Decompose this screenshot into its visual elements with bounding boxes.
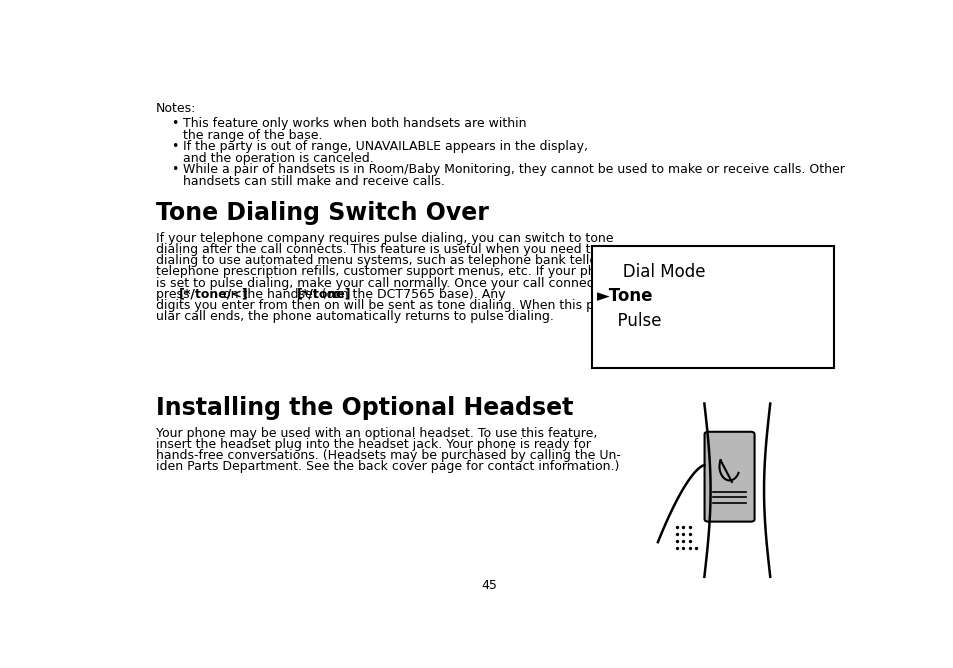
Text: Pulse: Pulse	[607, 312, 661, 330]
Text: Notes:: Notes:	[155, 102, 196, 115]
Text: ular call ends, the phone automatically returns to pulse dialing.: ular call ends, the phone automatically …	[155, 310, 553, 323]
Text: on the handset (or: on the handset (or	[219, 288, 343, 301]
Text: If the party is out of range, UNAVAILABLE appears in the display,: If the party is out of range, UNAVAILABL…	[183, 140, 587, 153]
Text: 45: 45	[480, 579, 497, 592]
Text: Tone Dialing Switch Over: Tone Dialing Switch Over	[155, 201, 488, 225]
Text: and the operation is canceled.: and the operation is canceled.	[183, 152, 374, 165]
Text: the range of the base.: the range of the base.	[183, 129, 322, 142]
Text: digits you enter from then on will be sent as tone dialing. When this partic-: digits you enter from then on will be se…	[155, 299, 626, 312]
Text: •: •	[171, 117, 178, 130]
FancyBboxPatch shape	[592, 246, 833, 368]
Text: insert the headset plug into the headset jack. Your phone is ready for: insert the headset plug into the headset…	[155, 438, 590, 451]
Text: This feature only works when both handsets are within: This feature only works when both handse…	[183, 117, 526, 130]
Text: dialing after the call connects. This feature is useful when you need tone: dialing after the call connects. This fe…	[155, 243, 613, 256]
Text: is set to pulse dialing, make your call normally. Once your call connects,: is set to pulse dialing, make your call …	[155, 277, 608, 289]
Text: handsets can still make and receive calls.: handsets can still make and receive call…	[183, 175, 444, 188]
Text: [*/tone/<]: [*/tone/<]	[179, 288, 249, 301]
Text: Your phone may be used with an optional headset. To use this feature,: Your phone may be used with an optional …	[155, 427, 597, 440]
Text: [*/tone]: [*/tone]	[296, 288, 351, 301]
Text: on the DCT7565 base). Any: on the DCT7565 base). Any	[329, 288, 505, 301]
Text: If your telephone company requires pulse dialing, you can switch to tone: If your telephone company requires pulse…	[155, 232, 613, 245]
Text: While a pair of handsets is in Room/Baby Monitoring, they cannot be used to make: While a pair of handsets is in Room/Baby…	[183, 163, 843, 176]
Text: •: •	[171, 163, 178, 176]
Text: Dial Mode: Dial Mode	[607, 263, 705, 281]
Text: iden Parts Department. See the back cover page for contact information.): iden Parts Department. See the back cove…	[155, 460, 618, 473]
Text: ►Tone: ►Tone	[596, 287, 653, 305]
FancyBboxPatch shape	[704, 432, 754, 522]
Text: Installing the Optional Headset: Installing the Optional Headset	[155, 396, 573, 420]
Text: •: •	[171, 140, 178, 153]
Text: press: press	[155, 288, 193, 301]
Text: hands-free conversations. (Headsets may be purchased by calling the Un-: hands-free conversations. (Headsets may …	[155, 449, 619, 462]
Text: dialing to use automated menu systems, such as telephone bank tellers,: dialing to use automated menu systems, s…	[155, 255, 612, 267]
Text: telephone prescription refills, customer support menus, etc. If your phone: telephone prescription refills, customer…	[155, 265, 618, 279]
